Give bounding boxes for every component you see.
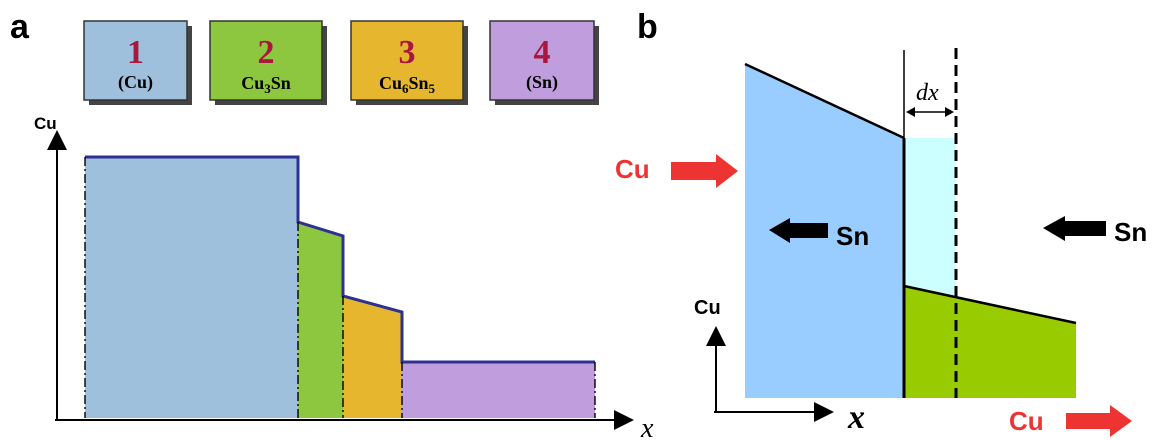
legend-number-1: 1 — [127, 34, 144, 71]
legend-number-2: 2 — [258, 34, 275, 71]
sn-right-arrow-icon — [1043, 216, 1106, 241]
dx-label: dx — [916, 80, 939, 106]
sn-left-arrow-icon — [769, 218, 828, 243]
sn-left-label: Sn — [836, 221, 869, 251]
legend-label-4: (Sn) — [526, 72, 558, 93]
panel-b-y-axis-label: Cu — [694, 297, 721, 319]
legend-number-4: 4 — [534, 34, 551, 71]
panel-a-y-axis-label: Cu — [34, 114, 57, 133]
legend-box-4: 4 (Sn) — [489, 20, 599, 105]
legend-number-3: 3 — [399, 34, 416, 71]
phase-boundaries — [84, 157, 596, 418]
region-right-phase — [904, 286, 1076, 398]
legend-label-1: (Cu) — [118, 72, 153, 93]
legend-box-2: 2 Cu3Sn — [209, 20, 327, 105]
legend-box-3: 3 Cu6Sn5 — [350, 20, 468, 105]
cu-in-label: Cu — [615, 154, 650, 184]
region-sn — [402, 362, 595, 418]
concentration-profile-line — [85, 155, 595, 364]
region-cu6sn5 — [343, 296, 402, 418]
panel-b-x-axis-label: x — [847, 399, 865, 436]
sn-right-label: Sn — [1114, 217, 1147, 247]
panel-a-label: a — [10, 8, 30, 46]
cu-out-label: Cu — [1009, 406, 1044, 436]
region-cu — [85, 157, 298, 418]
right-phase-top-line — [903, 284, 1077, 325]
legend-label-2: Cu3Sn — [241, 73, 291, 96]
panel-a-x-axis-label: x — [640, 413, 654, 440]
legend-label-3: Cu6Sn5 — [379, 73, 436, 96]
cu-out-arrow-icon — [1066, 405, 1132, 437]
region-cu3sn — [298, 222, 343, 418]
panel-b-label: b — [637, 8, 658, 46]
left-phase-top-line — [744, 62, 905, 140]
legend-box-1: 1 (Cu) — [83, 20, 192, 105]
cu-in-arrow-icon — [671, 154, 738, 188]
